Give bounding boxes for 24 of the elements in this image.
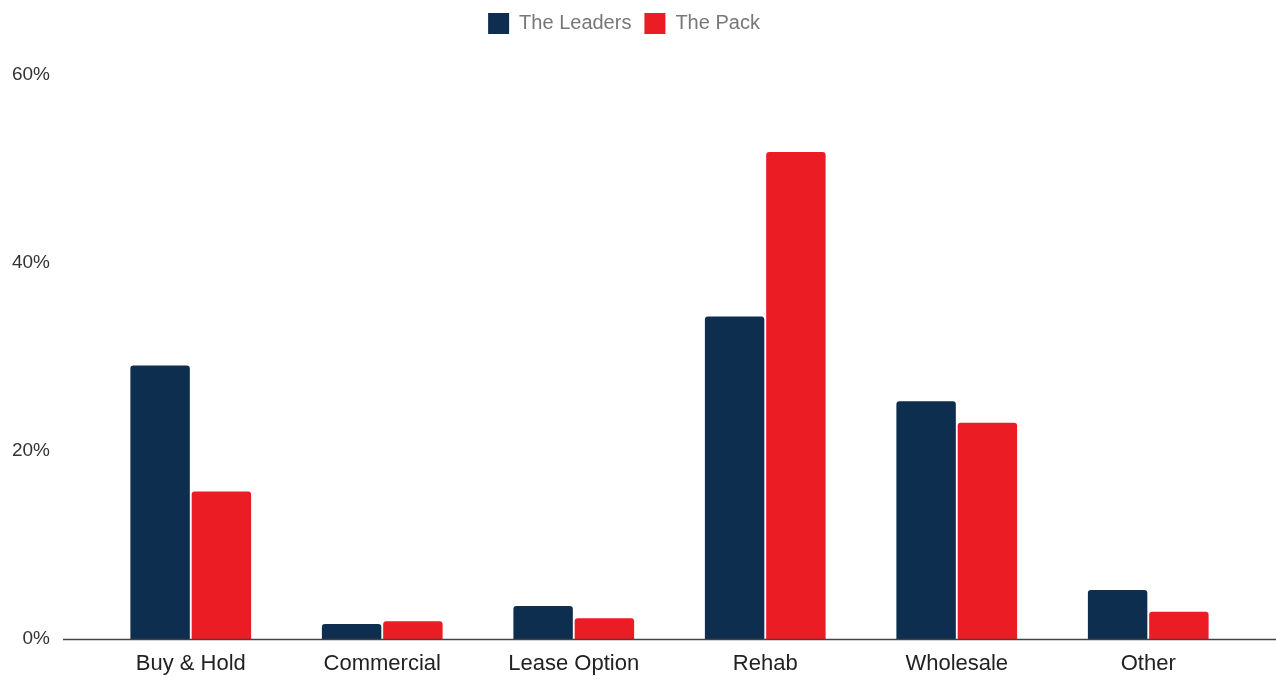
legend-label: The Pack (675, 11, 761, 34)
bar (191, 491, 252, 639)
y-tick-label: 60% (11, 63, 51, 85)
bar (574, 618, 635, 639)
bar (383, 621, 443, 639)
bar (513, 606, 573, 639)
x-tick-label: Lease Option (508, 650, 640, 676)
x-tick-label: Rehab (732, 650, 798, 676)
bar (896, 401, 956, 639)
y-tick-label: 40% (11, 251, 51, 273)
bar (766, 152, 826, 639)
bar (1087, 590, 1148, 639)
bar (957, 422, 1018, 639)
y-tick-label: 0% (22, 627, 51, 649)
bar (704, 316, 765, 639)
bar (1149, 611, 1209, 639)
bar (130, 365, 190, 639)
x-tick-label: Wholesale (905, 650, 1009, 676)
x-tick-label: Commercial (323, 650, 441, 676)
bar (321, 623, 382, 639)
x-tick-label: Other (1120, 650, 1176, 676)
x-tick-label: Buy & Hold (135, 650, 246, 676)
y-tick-label: 20% (11, 439, 51, 461)
legend-label: The Leaders (519, 11, 632, 34)
